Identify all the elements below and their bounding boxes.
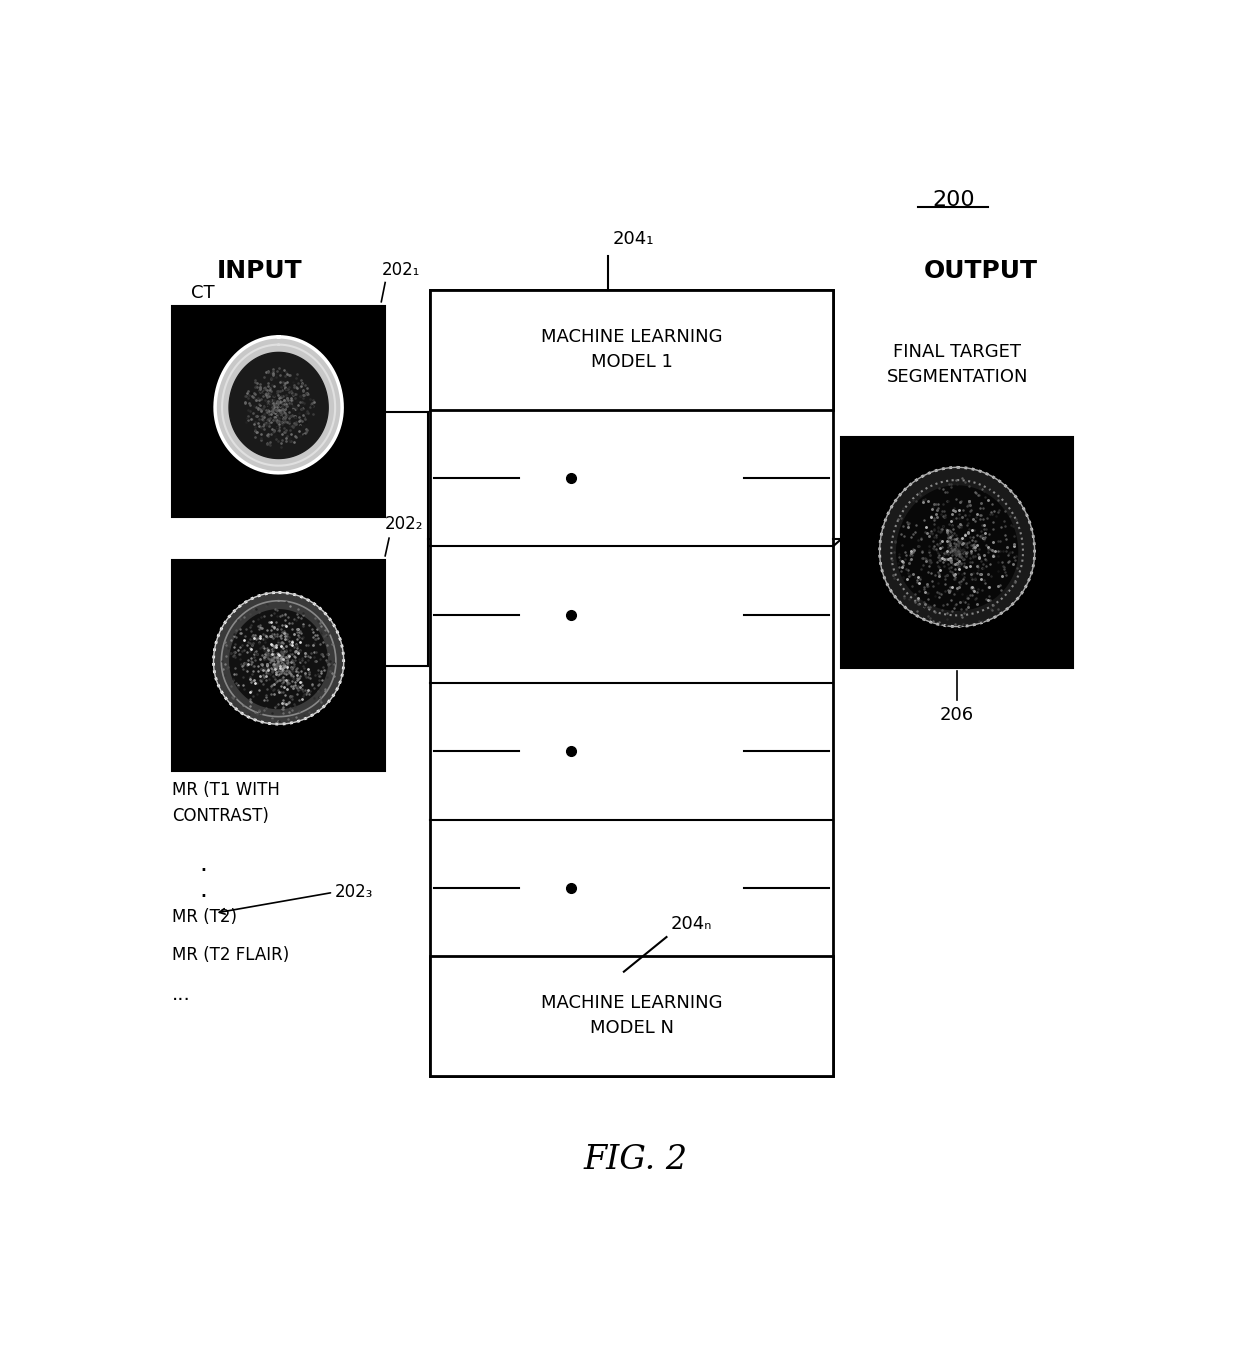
Polygon shape — [229, 610, 327, 709]
Text: ...: ... — [172, 985, 191, 1004]
Text: 204₂: 204₂ — [868, 493, 909, 512]
Text: ·: · — [200, 859, 207, 884]
Text: CT: CT — [191, 284, 215, 302]
Polygon shape — [897, 486, 1018, 610]
Text: 202₁: 202₁ — [382, 261, 419, 279]
Polygon shape — [215, 337, 342, 473]
Text: MR (T1 WITH
CONTRAST): MR (T1 WITH CONTRAST) — [172, 781, 280, 826]
Text: OUTPUT: OUTPUT — [924, 260, 1038, 283]
Text: INPUT: INPUT — [217, 260, 303, 283]
Polygon shape — [879, 467, 1034, 626]
Bar — [841, 436, 1074, 668]
Text: 202₃: 202₃ — [335, 884, 373, 901]
Bar — [172, 560, 386, 772]
Polygon shape — [229, 353, 329, 458]
Text: MR (T2): MR (T2) — [172, 908, 237, 925]
Polygon shape — [213, 593, 343, 725]
Text: FINAL TARGET
SEGMENTATION: FINAL TARGET SEGMENTATION — [887, 343, 1028, 387]
Bar — [430, 956, 833, 1076]
Bar — [172, 306, 386, 517]
Text: 204ₙ: 204ₙ — [671, 915, 712, 933]
Text: MACHINE LEARNING
MODEL 1: MACHINE LEARNING MODEL 1 — [541, 329, 723, 372]
Text: 202₂: 202₂ — [386, 515, 424, 533]
Text: 204₁: 204₁ — [613, 230, 653, 248]
Text: MACHINE LEARNING
MODEL N: MACHINE LEARNING MODEL N — [541, 994, 723, 1037]
Text: ·: · — [200, 885, 207, 909]
Text: FIG. 2: FIG. 2 — [584, 1144, 687, 1176]
Text: MR (T2 FLAIR): MR (T2 FLAIR) — [172, 947, 289, 964]
Text: 200: 200 — [932, 190, 975, 210]
Bar — [430, 290, 833, 1076]
Text: 206: 206 — [940, 706, 975, 725]
Bar — [430, 290, 833, 409]
